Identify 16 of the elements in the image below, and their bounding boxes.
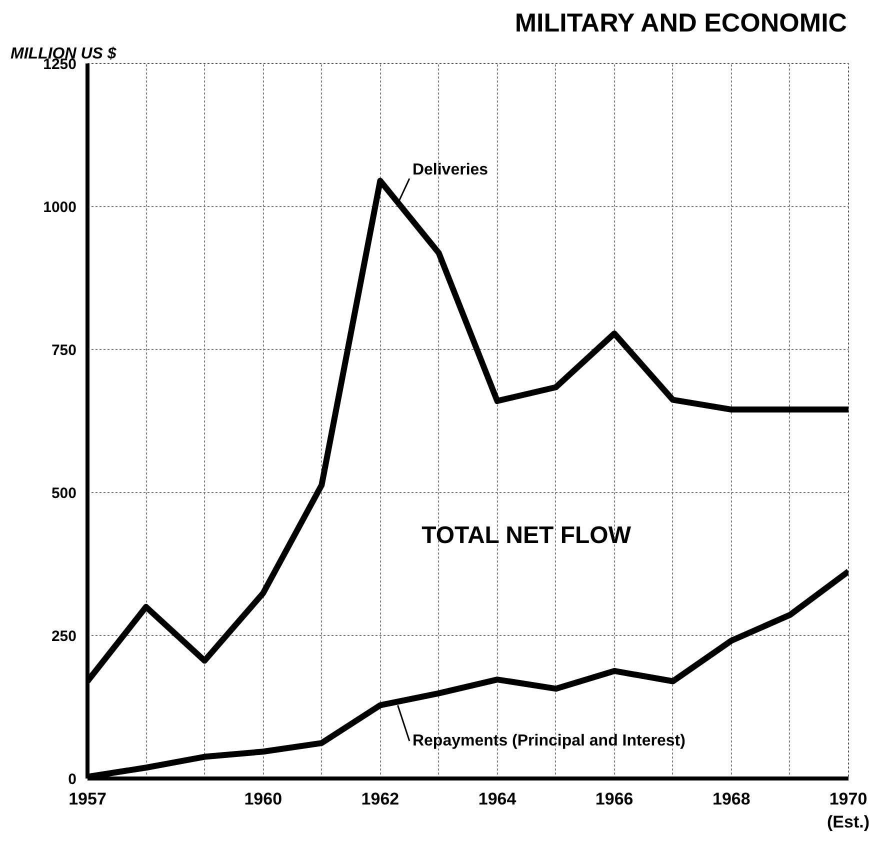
y-tick-label: 500 (51, 485, 77, 502)
y-tick-label: 750 (51, 342, 77, 359)
x-tick-label: 1962 (361, 790, 400, 808)
x-tick-label: 1968 (712, 790, 750, 808)
x-tick-label: 1957 (68, 790, 106, 808)
x-tick-label: 1966 (595, 790, 634, 808)
y-tick-label: 1000 (43, 199, 77, 216)
y-tick-label: 0 (68, 771, 76, 788)
x-tick-label: 1970 (Est.) (827, 790, 869, 832)
annotation: Deliveries (412, 162, 488, 179)
annotation: Repayments (Principal and Interest) (412, 732, 686, 750)
annotation: TOTAL NET FLOW (422, 522, 632, 549)
x-tick-label: 1960 (244, 790, 282, 808)
y-tick-label: 250 (51, 628, 77, 645)
chart-title: MILITARY AND ECONOMIC (514, 8, 848, 38)
x-tick-label: 1964 (478, 790, 517, 808)
